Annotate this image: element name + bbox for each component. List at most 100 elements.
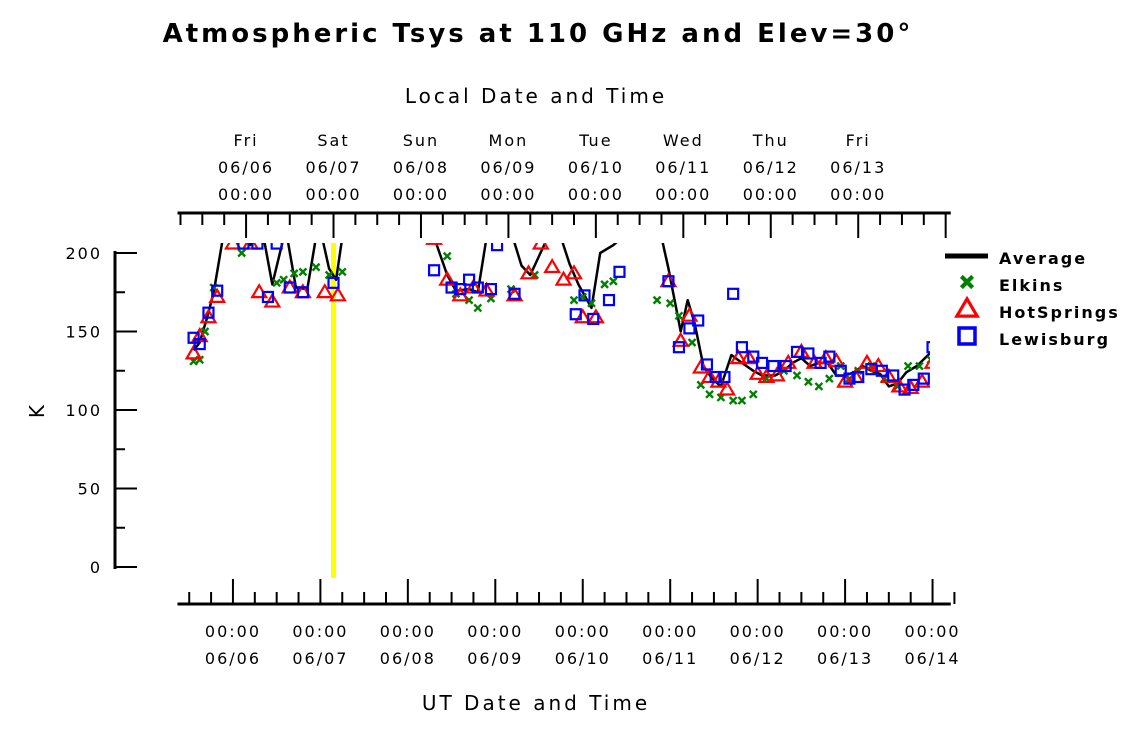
lewisburg-point xyxy=(767,359,780,373)
hotsprings-point xyxy=(505,286,524,302)
average-line-segment xyxy=(561,243,618,310)
lewisburg-point xyxy=(202,306,215,319)
elkins-point xyxy=(337,267,347,277)
elkins-point xyxy=(804,377,813,387)
hotsprings-point xyxy=(936,339,950,351)
lewisburg-point xyxy=(700,358,714,371)
top-tick-time-label: 00:00 xyxy=(830,185,886,204)
elkins-point xyxy=(674,311,684,321)
top-tick-time-label: 00:00 xyxy=(568,185,624,204)
bottom-tick-date-label: 06/08 xyxy=(380,649,436,668)
hotsprings-point xyxy=(565,264,583,280)
hotsprings-point xyxy=(805,353,824,369)
lewisburg-point xyxy=(327,276,340,289)
top-tick-time-label: 00:00 xyxy=(480,185,536,204)
bottom-tick-date-label: 06/14 xyxy=(904,649,960,668)
elkins-point xyxy=(825,374,834,383)
lewisburg-point xyxy=(907,378,920,391)
legend: Average Elkins HotSprings Lewisburg xyxy=(945,249,1120,349)
lewisburg-point xyxy=(578,289,591,302)
elkins-point xyxy=(237,248,247,258)
bottom-tick-date-label: 06/06 xyxy=(205,649,261,668)
y-tick-label: 0 xyxy=(90,558,102,577)
bottom-tick-time-label: 00:00 xyxy=(380,622,436,641)
y-tick-label: 150 xyxy=(65,323,102,342)
hotsprings-point xyxy=(199,308,218,324)
chart-title: Atmospheric Tsys at 110 GHz and Elev=30° xyxy=(163,19,914,49)
top-axis: Fri 06/06 00:00 Sat 06/07 00:00 Sun 06/08 00:00 M… xyxy=(177,131,951,238)
left-axis: 0 50 100 150 200 xyxy=(65,244,137,577)
top-tick-date-label: 06/07 xyxy=(305,158,361,177)
lewisburg-point xyxy=(802,347,815,360)
lewisburg-point xyxy=(613,265,626,278)
elkins-point xyxy=(705,389,714,399)
elkins-point xyxy=(311,262,321,272)
top-tick-time-label: 00:00 xyxy=(743,185,799,204)
legend-elkins-label: Elkins xyxy=(999,276,1064,295)
bottom-tick-time-label: 00:00 xyxy=(904,622,960,641)
lewisburg-point xyxy=(251,243,264,250)
top-tick-day-label: Fri xyxy=(846,131,871,150)
bottom-axis: 00:00 06/06 00:00 06/07 00:00 06/08 00:00 06/09… xyxy=(177,579,960,668)
lewisburg-point xyxy=(193,337,206,351)
legend-lewisburg-swatch xyxy=(957,326,977,346)
lewisburg-point xyxy=(875,364,888,377)
top-tick-time-label: 00:00 xyxy=(218,185,274,204)
lewisburg-point xyxy=(445,281,458,294)
top-tick-date-label: 06/09 xyxy=(480,158,536,177)
top-tick-date-label: 06/08 xyxy=(393,158,449,177)
bottom-tick-time-label: 00:00 xyxy=(292,622,348,641)
lewisburg-point xyxy=(187,331,200,344)
elkins-point xyxy=(600,280,609,289)
bottom-tick-date-label: 06/11 xyxy=(642,649,698,668)
hotsprings-point xyxy=(241,243,260,250)
average-line-segment xyxy=(513,243,547,277)
hotsprings-point xyxy=(757,367,776,384)
top-tick-time-label: 00:00 xyxy=(393,185,449,204)
elkins-point xyxy=(903,361,913,371)
lewisburg-point xyxy=(237,243,250,250)
top-tick-day-label: Sun xyxy=(403,131,439,150)
top-tick-day-label: Thu xyxy=(752,131,789,150)
lewisburg-point xyxy=(261,290,275,304)
hotsprings-point xyxy=(328,286,347,302)
legend-hotsprings-label: HotSprings xyxy=(999,303,1120,322)
bottom-tick-time-label: 00:00 xyxy=(642,622,698,641)
top-tick-time-label: 00:00 xyxy=(305,185,361,204)
elkins-point xyxy=(814,382,824,391)
top-tick-time-label: 00:00 xyxy=(655,185,711,204)
lewisburg-point xyxy=(747,350,760,363)
lewisburg-point xyxy=(887,369,900,382)
top-tick-date-label: 06/11 xyxy=(655,158,711,177)
hotsprings-point xyxy=(543,257,562,274)
elkins-point xyxy=(569,295,579,305)
elkins-point xyxy=(665,298,675,308)
legend-lewisburg-label: Lewisburg xyxy=(999,330,1110,349)
top-axis-title: Local Date and Time xyxy=(405,84,667,108)
lewisburg-point xyxy=(211,284,224,297)
top-tick-date-label: 06/10 xyxy=(568,158,624,177)
top-tick-date-label: 06/12 xyxy=(743,158,799,177)
lewisburg-point xyxy=(569,308,582,321)
bottom-tick-time-label: 00:00 xyxy=(555,622,611,641)
lewisburg-point xyxy=(587,312,600,326)
average-line-segment xyxy=(661,243,930,388)
hotsprings-point xyxy=(184,344,203,360)
lewisburg-point xyxy=(709,370,722,384)
average-line-segment xyxy=(192,243,224,352)
bottom-tick-time-label: 00:00 xyxy=(467,622,523,641)
elkins-point xyxy=(792,371,802,380)
lewisburg-point xyxy=(471,281,484,294)
bottom-tick-date-label: 06/09 xyxy=(467,649,523,668)
lewisburg-point xyxy=(484,283,498,296)
elkins-point xyxy=(251,234,258,241)
lewisburg-point xyxy=(926,341,930,354)
elkins-point xyxy=(289,269,299,278)
lewisburg-point xyxy=(834,364,847,377)
lewisburg-point xyxy=(490,243,504,252)
hotsprings-point xyxy=(586,308,605,324)
y-tick-label: 200 xyxy=(65,244,102,263)
elkins-point xyxy=(748,389,758,399)
bottom-tick-time-label: 00:00 xyxy=(817,622,873,641)
